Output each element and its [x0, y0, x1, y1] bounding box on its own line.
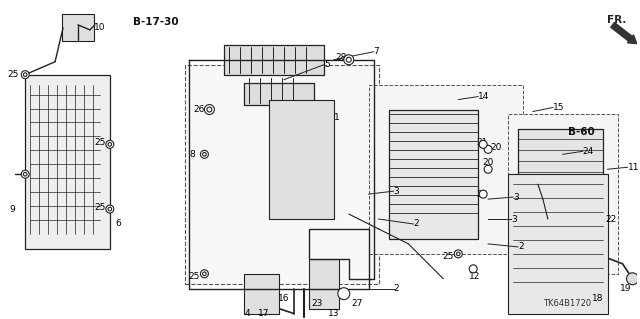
Text: 21: 21 — [477, 138, 488, 147]
Text: 7: 7 — [374, 47, 380, 56]
Circle shape — [456, 252, 460, 256]
Text: 25: 25 — [8, 70, 19, 79]
Text: 10: 10 — [94, 23, 106, 32]
Circle shape — [627, 273, 639, 285]
Text: 24: 24 — [583, 147, 594, 156]
Text: 21: 21 — [477, 189, 488, 199]
Text: 3: 3 — [511, 214, 516, 224]
Bar — [518, 130, 603, 259]
FancyBboxPatch shape — [184, 65, 379, 284]
Text: 9: 9 — [10, 204, 15, 213]
Circle shape — [200, 270, 209, 278]
Text: 28: 28 — [335, 53, 346, 62]
Text: 15: 15 — [553, 103, 564, 112]
Text: 23: 23 — [311, 299, 323, 308]
Text: 3: 3 — [513, 193, 519, 202]
Text: 4: 4 — [244, 309, 250, 318]
Circle shape — [484, 165, 492, 173]
Circle shape — [338, 288, 350, 300]
Circle shape — [106, 205, 114, 213]
Circle shape — [346, 57, 351, 62]
Text: 25: 25 — [443, 252, 454, 261]
Text: 2: 2 — [394, 284, 399, 293]
Text: 25: 25 — [94, 203, 106, 211]
Circle shape — [204, 105, 214, 115]
Text: 6: 6 — [115, 219, 121, 228]
Text: 25: 25 — [189, 272, 200, 281]
Text: 8: 8 — [189, 150, 195, 159]
Circle shape — [344, 55, 354, 65]
Bar — [508, 174, 607, 314]
Circle shape — [200, 150, 209, 158]
Text: 20: 20 — [490, 143, 502, 152]
Text: 25: 25 — [94, 138, 106, 147]
Text: 2: 2 — [413, 219, 419, 228]
Text: 1: 1 — [334, 113, 340, 122]
Text: 18: 18 — [592, 294, 604, 303]
FancyBboxPatch shape — [508, 115, 618, 274]
Circle shape — [108, 207, 111, 211]
Circle shape — [21, 71, 29, 79]
Circle shape — [106, 140, 114, 148]
Text: 26: 26 — [194, 105, 205, 114]
FancyBboxPatch shape — [369, 85, 523, 254]
Circle shape — [454, 250, 462, 258]
Circle shape — [207, 107, 212, 112]
Circle shape — [469, 265, 477, 273]
Text: 19: 19 — [620, 284, 631, 293]
Text: 3: 3 — [394, 187, 399, 196]
Circle shape — [108, 143, 111, 146]
FancyBboxPatch shape — [244, 83, 314, 105]
FancyArrow shape — [611, 23, 637, 44]
Bar — [25, 75, 110, 249]
Text: B-60: B-60 — [568, 127, 595, 137]
FancyBboxPatch shape — [225, 45, 324, 75]
Text: 13: 13 — [328, 309, 340, 318]
Text: 2: 2 — [518, 242, 524, 251]
FancyBboxPatch shape — [602, 13, 634, 43]
Text: 20: 20 — [483, 158, 494, 167]
Text: TK64B1720: TK64B1720 — [543, 299, 591, 308]
Bar — [309, 259, 339, 308]
Text: B-17-30: B-17-30 — [132, 17, 179, 27]
Text: 12: 12 — [468, 272, 480, 281]
Bar — [269, 100, 334, 219]
Bar — [388, 109, 478, 239]
Bar — [244, 274, 279, 314]
Text: FR.: FR. — [607, 15, 626, 25]
Text: 16: 16 — [278, 294, 290, 303]
Text: 22: 22 — [605, 214, 616, 224]
Circle shape — [479, 190, 487, 198]
Circle shape — [203, 152, 206, 156]
Text: 5: 5 — [324, 60, 330, 69]
Text: 14: 14 — [478, 92, 490, 101]
Circle shape — [479, 140, 487, 148]
FancyBboxPatch shape — [62, 14, 94, 41]
Circle shape — [203, 272, 206, 276]
Circle shape — [24, 73, 27, 77]
Circle shape — [484, 145, 492, 153]
Circle shape — [24, 173, 27, 176]
Circle shape — [21, 170, 29, 178]
Text: 11: 11 — [628, 163, 639, 172]
Text: 27: 27 — [351, 299, 362, 308]
Text: 17: 17 — [259, 309, 270, 318]
